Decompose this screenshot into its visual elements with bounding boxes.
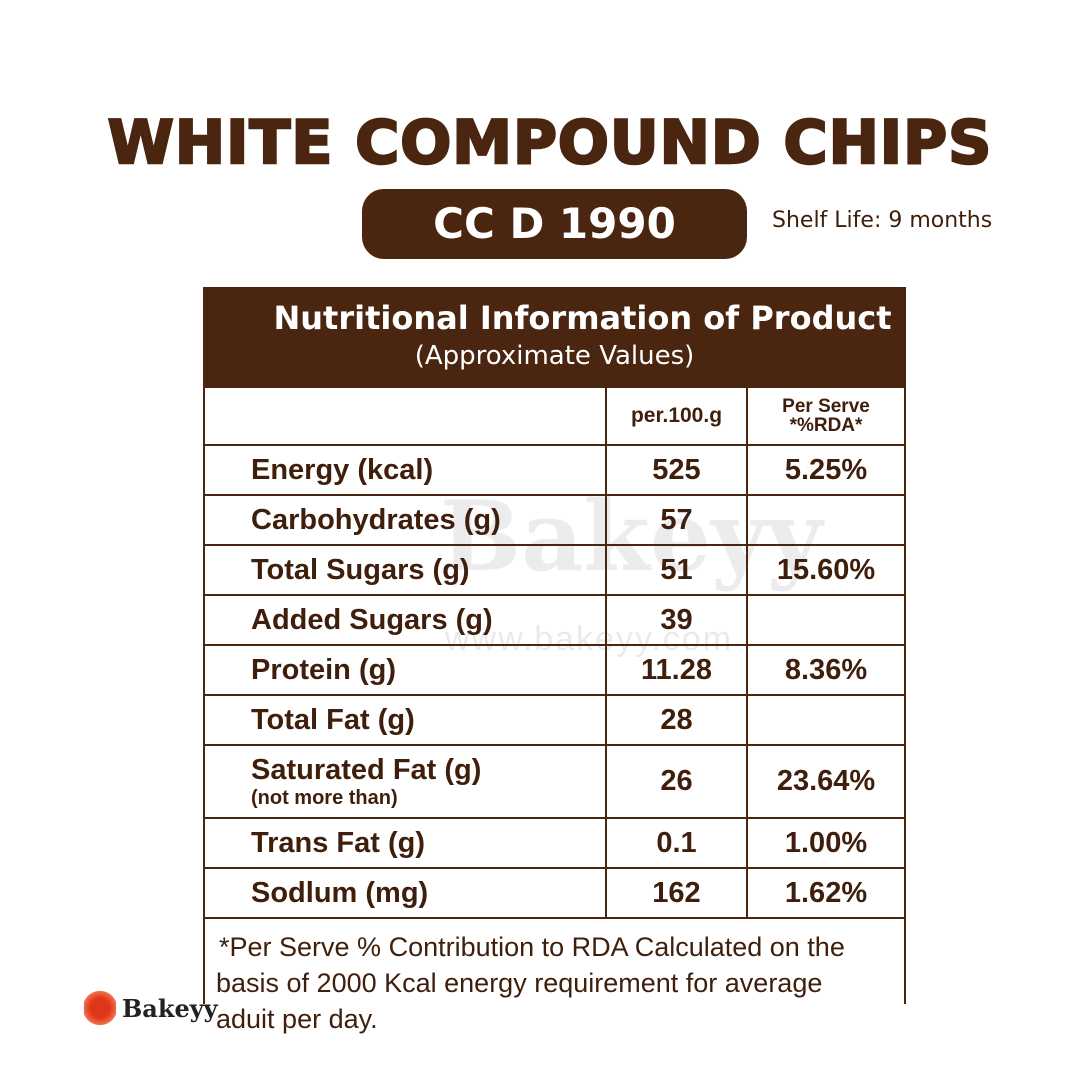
column-header-rda: Per Serve *%RDA* bbox=[746, 388, 904, 444]
table-row: Sodlum (mg) 162 1.62% bbox=[205, 869, 904, 919]
rda-value: 1.62% bbox=[746, 869, 904, 917]
logo-text: Bakeyy bbox=[122, 993, 218, 1023]
product-title: WHITE COMPOUND CHIPS bbox=[106, 107, 993, 180]
nutrient-label: Added Sugars (g) bbox=[251, 603, 493, 636]
nutrient-cell: Energy (kcal) bbox=[205, 446, 605, 494]
table-heading: Nutritional Information of Product bbox=[273, 299, 892, 337]
nutrient-label: Total Sugars (g) bbox=[251, 553, 470, 586]
rda-value: 1.00% bbox=[746, 819, 904, 867]
watermark-url: www.bakeyy.com bbox=[445, 620, 734, 658]
logo-flame-icon bbox=[84, 990, 116, 1026]
rda-value bbox=[746, 496, 904, 544]
footnote-line3: aduit per day. bbox=[216, 1004, 378, 1034]
table-header-band: Nutritional Information of Product (Appr… bbox=[205, 287, 904, 388]
shelf-life: Shelf Life: 9 months bbox=[772, 208, 993, 233]
nutrient-label: Total Fat (g) bbox=[251, 703, 415, 736]
per100g-value: 28 bbox=[605, 696, 746, 744]
rda-value: 15.60% bbox=[746, 546, 904, 594]
table-subheading: (Approximate Values) bbox=[414, 341, 695, 371]
per100g-value: 51 bbox=[605, 546, 746, 594]
bakeyy-logo: Bakeyy bbox=[84, 990, 218, 1026]
per100g-value: 525 bbox=[605, 446, 746, 494]
nutrient-label: Carbohydrates (g) bbox=[251, 503, 501, 536]
footnote-continued: basis of 2000 Kcal energy requirement fo… bbox=[216, 965, 916, 1037]
column-header-nutrient bbox=[205, 388, 605, 444]
nutrient-cell: Added Sugars (g) bbox=[205, 596, 605, 644]
per100g-value: 11.28 bbox=[605, 646, 746, 694]
nutrient-cell: Sodlum (mg) bbox=[205, 869, 605, 917]
nutrient-cell: Trans Fat (g) bbox=[205, 819, 605, 867]
footnote-line1: *Per Serve % Contribution to RDA Calcula… bbox=[219, 932, 845, 962]
product-code-badge: CC D 1990 bbox=[362, 189, 747, 259]
footnote-line2: basis of 2000 Kcal energy requirement fo… bbox=[216, 968, 823, 998]
rda-value bbox=[746, 596, 904, 644]
column-header-per100g: per.100.g bbox=[605, 388, 746, 444]
nutrient-cell: Saturated Fat (g) (not more than) bbox=[205, 746, 605, 817]
nutrient-cell: Protein (g) bbox=[205, 646, 605, 694]
nutrient-label: Energy (kcal) bbox=[251, 453, 434, 486]
table-row: Protein (g) 11.28 8.36% bbox=[205, 646, 904, 696]
per100g-value: 0.1 bbox=[605, 819, 746, 867]
rda-value: 8.36% bbox=[746, 646, 904, 694]
nutrient-cell: Total Fat (g) bbox=[205, 696, 605, 744]
per100g-value: 39 bbox=[605, 596, 746, 644]
rda-value: 5.25% bbox=[746, 446, 904, 494]
nutrient-label: Trans Fat (g) bbox=[251, 826, 426, 859]
nutrition-table: Nutritional Information of Product (Appr… bbox=[203, 287, 906, 1004]
column-header-row: per.100.g Per Serve *%RDA* bbox=[205, 388, 904, 446]
table-row: Total Sugars (g) 51 15.60% bbox=[205, 546, 904, 596]
table-row: Energy (kcal) 525 5.25% bbox=[205, 446, 904, 496]
nutrient-cell: Carbohydrates (g) bbox=[205, 496, 605, 544]
table-row: Saturated Fat (g) (not more than) 26 23.64% bbox=[205, 746, 904, 819]
footnote: *Per Serve % Contribution to RDA Calcula… bbox=[205, 919, 904, 1004]
nutrient-note: (not more than) bbox=[251, 786, 398, 809]
per100g-value: 162 bbox=[605, 869, 746, 917]
column-header-rda-line2: *%RDA* bbox=[789, 415, 863, 436]
column-header-rda-line1: Per Serve bbox=[782, 396, 870, 417]
nutrient-label: Protein (g) bbox=[251, 653, 396, 686]
watermark-brand: Bakeyy bbox=[440, 480, 823, 593]
per100g-value: 26 bbox=[605, 746, 746, 817]
nutrient-cell: Total Sugars (g) bbox=[205, 546, 605, 594]
nutrient-label: Sodlum (mg) bbox=[251, 876, 429, 909]
table-row: Total Fat (g) 28 bbox=[205, 696, 904, 746]
rda-value bbox=[746, 696, 904, 744]
table-row: Carbohydrates (g) 57 bbox=[205, 496, 904, 546]
table-row: Trans Fat (g) 0.1 1.00% bbox=[205, 819, 904, 869]
nutrient-label: Saturated Fat (g) bbox=[251, 753, 482, 786]
table-row: Added Sugars (g) 39 bbox=[205, 596, 904, 646]
rda-value: 23.64% bbox=[746, 746, 904, 817]
per100g-value: 57 bbox=[605, 496, 746, 544]
